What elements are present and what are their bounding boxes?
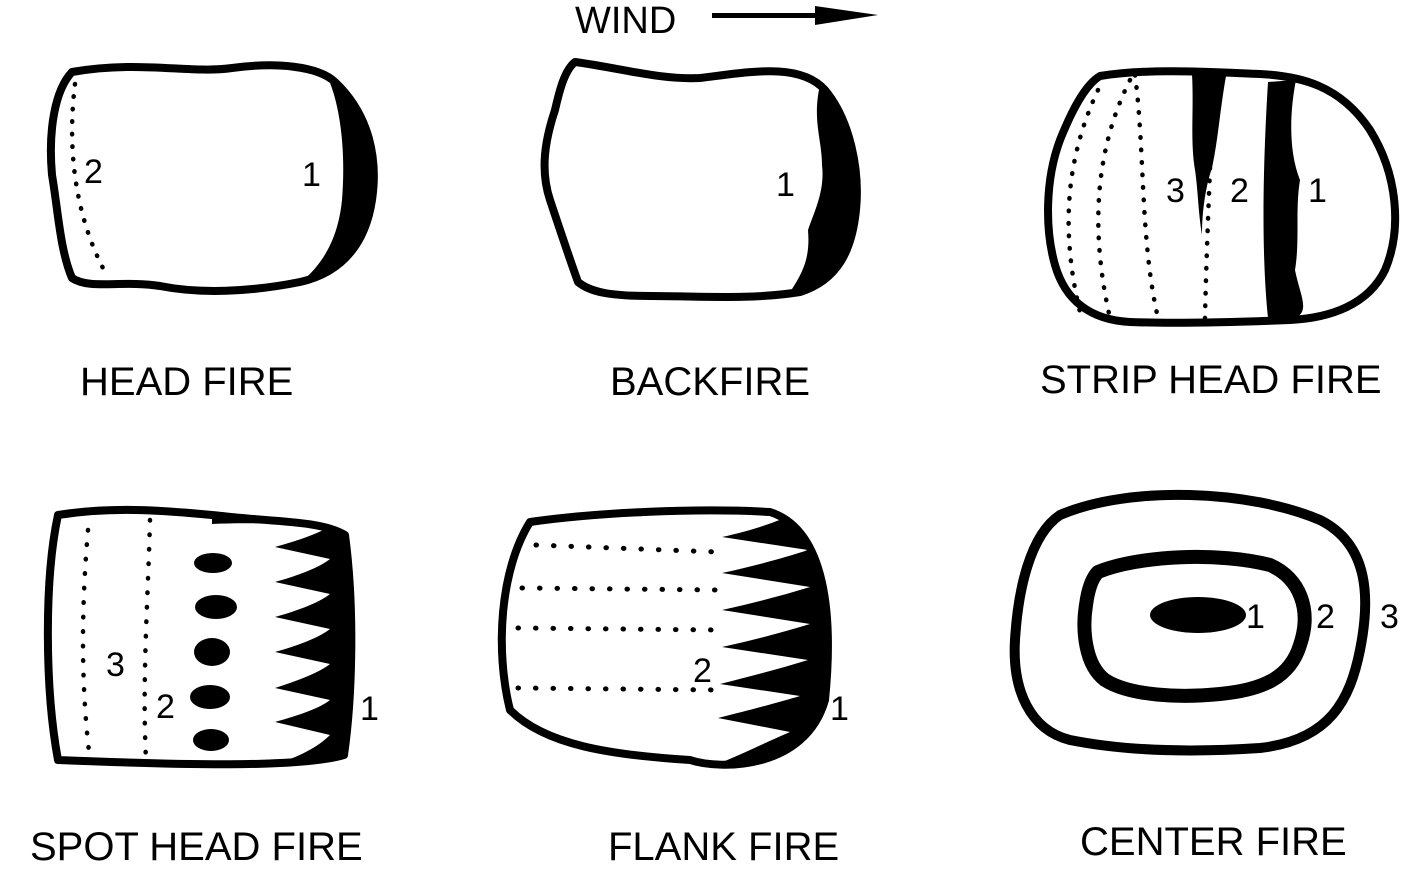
head-fire-number-2: 2	[84, 153, 103, 191]
spot-head-fire-title: SPOT HEAD FIRE	[30, 825, 363, 869]
spot-head-fire-diagram: 3 2 1 SPOT HEAD FIRE	[30, 505, 379, 869]
flank-fire-dotted-line-3	[515, 625, 721, 633]
flank-fire-title: FLANK FIRE	[608, 825, 839, 869]
strip-fire-dotted-line-b	[1096, 77, 1133, 321]
strip-fire-dotted-line-d	[1202, 165, 1213, 321]
strip-head-fire-diagram: 3 2 1 STRIP HEAD FIRE	[1040, 67, 1400, 402]
strip-fire-burned-strip-2	[1192, 74, 1226, 235]
spot-fire-number-3: 3	[106, 646, 125, 684]
spot-fire-number-1: 1	[360, 690, 379, 728]
strip-fire-dotted-line-c	[1132, 72, 1161, 321]
strip-head-fire-plot-outline	[1044, 67, 1400, 327]
center-fire-ignition-core	[1150, 597, 1246, 633]
flank-fire-dotted-line-2	[519, 585, 721, 593]
spot-head-fire-plot-outline	[43, 505, 356, 769]
strip-head-fire-title: STRIP HEAD FIRE	[1040, 358, 1382, 402]
spot-fire-dotted-line-a	[80, 527, 93, 763]
backfire-title: BACKFIRE	[610, 360, 810, 404]
head-fire-diagram: 1 2 HEAD FIRE	[46, 61, 378, 404]
center-fire-diagram: 1 2 3 CENTER FIRE	[1009, 489, 1399, 864]
center-fire-number-2: 2	[1316, 598, 1335, 636]
head-fire-plot-outline	[46, 61, 378, 295]
strip-fire-number-1: 1	[1308, 172, 1327, 210]
wind-label: WIND	[575, 0, 676, 42]
flank-fire-burned-edge	[690, 510, 828, 765]
center-fire-outer-ring	[1009, 489, 1371, 756]
head-fire-number-1: 1	[302, 156, 321, 194]
flank-fire-diagram: 2 1 FLANK FIRE	[497, 506, 849, 869]
wind-arrow-icon	[712, 6, 878, 25]
flank-fire-number-2: 2	[693, 652, 712, 690]
backfire-burned-edge	[790, 85, 858, 292]
wind-indicator: WIND	[575, 0, 878, 42]
flank-fire-dotted-line-1	[533, 542, 721, 555]
strip-fire-dotted-line-a	[1066, 87, 1101, 315]
strip-fire-number-3: 3	[1166, 172, 1185, 210]
head-fire-title: HEAD FIRE	[80, 360, 293, 404]
spot-fire-number-2: 2	[156, 688, 175, 726]
strip-fire-burned-strip-1	[1263, 80, 1304, 318]
backfire-number-1: 1	[776, 166, 795, 204]
strip-fire-number-2: 2	[1230, 172, 1249, 210]
center-fire-title: CENTER FIRE	[1080, 820, 1347, 864]
head-fire-burned-edge	[300, 78, 377, 283]
center-fire-number-3: 3	[1380, 598, 1399, 636]
backfire-diagram: 1 BACKFIRE	[540, 58, 861, 404]
backfire-plot-outline	[540, 58, 861, 301]
flank-fire-number-1: 1	[830, 690, 849, 728]
spot-fire-dotted-line-b	[142, 517, 153, 763]
flank-fire-plot-outline	[497, 506, 832, 769]
flank-fire-dotted-line-4	[515, 685, 721, 693]
spot-fire-spots	[190, 553, 237, 751]
center-fire-number-1: 1	[1246, 598, 1265, 636]
spot-fire-burned-edge	[270, 520, 352, 765]
center-fire-middle-ring	[1077, 549, 1312, 703]
